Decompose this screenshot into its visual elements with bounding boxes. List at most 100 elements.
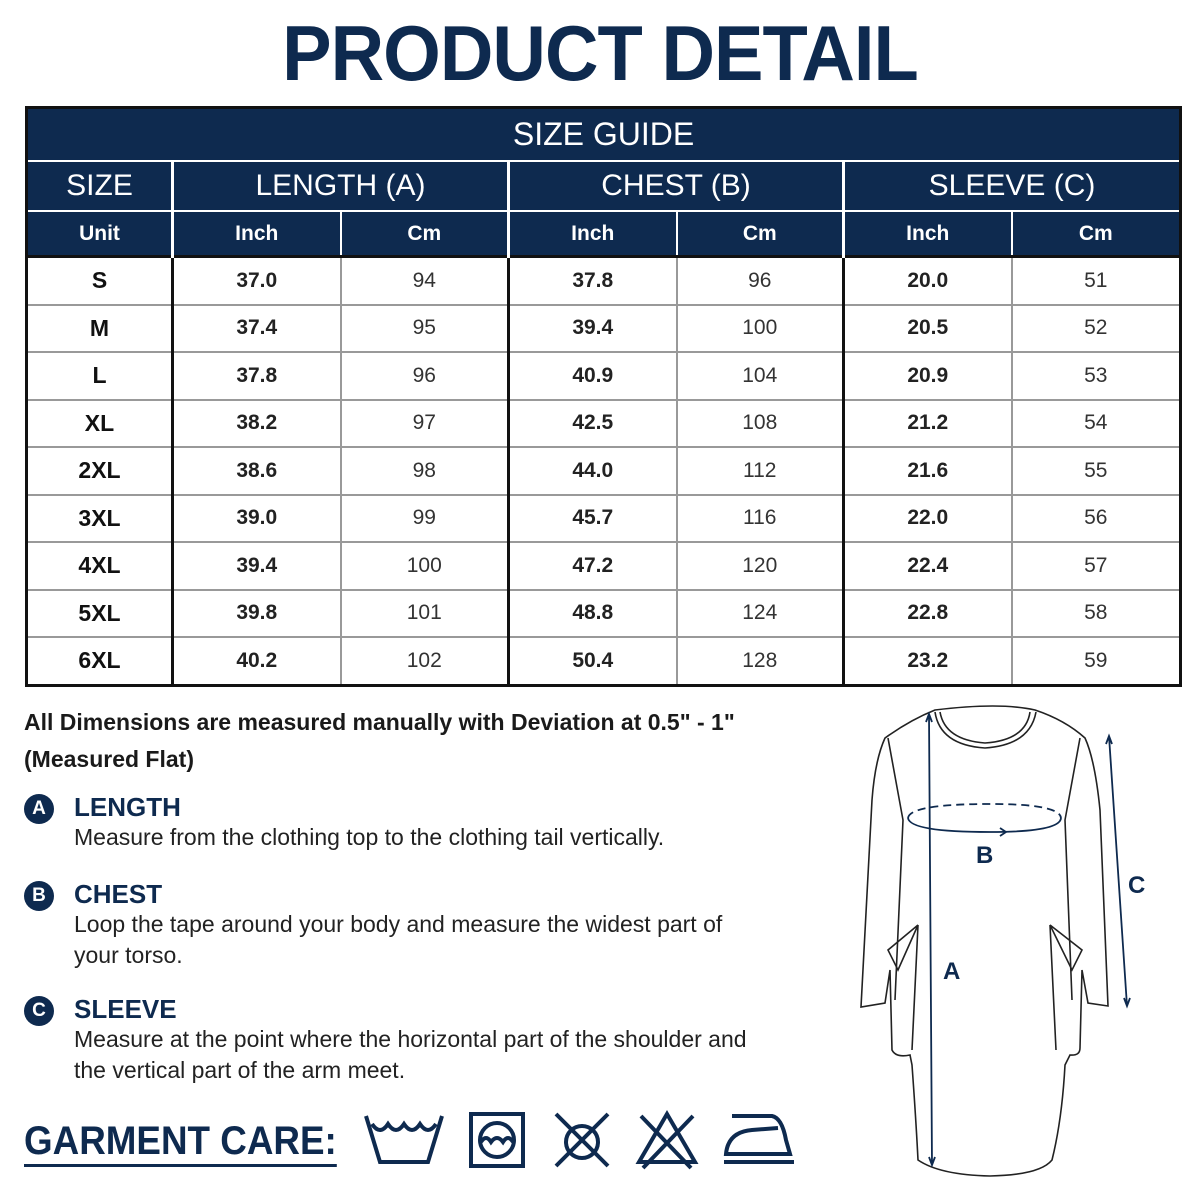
badge-c: C [24,996,54,1026]
cm-cell: 96 [675,255,844,305]
chest-loop-back [907,803,1062,819]
do-not-dry-clean-icon [554,1112,610,1168]
measure-name: SLEEVE [74,994,177,1024]
tumble-dry-icon [469,1112,525,1168]
header-chest: CHEST (B) [507,161,844,212]
cm-cell: 59 [1010,636,1181,685]
measure-name: CHEST [74,879,163,909]
unit-inch: Inch [842,211,1012,257]
unit-label: Unit [26,211,173,257]
unit-inch: Inch [171,211,341,257]
header-length: LENGTH (A) [171,161,509,212]
header-sleeve: SLEEVE (C) [841,161,1181,212]
right-pocket [1049,924,1084,1051]
size-cell: S [26,255,173,305]
cm-cell: 57 [1010,541,1181,590]
size-cell: 3XL [26,493,173,542]
size-cell: 5XL [26,588,173,637]
page-title: PRODUCT DETAIL [282,9,919,97]
inch-cell: 48.8 [507,588,677,637]
cm-cell: 104 [675,351,844,400]
do-not-bleach-icon [635,1110,699,1170]
table-row: 2XL 38.6 98 44.0 112 21.6 55 [26,446,1181,495]
badge-a: A [24,794,54,824]
cm-cell: 112 [675,446,844,495]
inch-cell: 20.0 [842,255,1012,305]
cm-cell: 124 [675,588,844,637]
cm-cell: 120 [675,541,844,590]
inch-cell: 40.2 [171,636,341,685]
cm-cell: 56 [1010,493,1181,542]
cm-cell: 100 [675,303,844,352]
inch-cell: 22.4 [842,541,1012,590]
cm-cell: 116 [675,493,844,542]
diagram-label-b: B [976,842,994,869]
inch-cell: 39.4 [507,303,677,352]
cm-cell: 58 [1010,588,1181,637]
size-cell: 4XL [26,541,173,590]
inch-cell: 47.2 [507,541,677,590]
length-arrow [925,711,936,1168]
cm-cell: 95 [339,303,509,352]
garment-care-label: GARMENT CARE: [24,1118,337,1167]
inch-cell: 40.9 [507,351,677,400]
cm-cell: 51 [1010,255,1181,305]
unit-inch: Inch [507,211,677,257]
measure-name: LENGTH [74,792,181,822]
cm-cell: 97 [339,398,509,447]
unit-cm: Cm [339,211,509,257]
inch-cell: 38.2 [171,398,341,447]
inch-cell: 37.4 [171,303,341,352]
cm-cell: 108 [675,398,844,447]
inch-cell: 20.5 [842,303,1012,352]
inch-cell: 37.0 [171,255,341,305]
inch-cell: 39.0 [171,493,341,542]
size-cell: L [26,351,173,400]
size-guide-title: SIZE GUIDE [26,107,1181,162]
table-row: M 37.4 95 39.4 100 20.5 52 [26,303,1181,352]
size-cell: XL [26,398,173,447]
sleeve-arrow [1105,733,1131,1009]
diagram-label-a: A [943,958,961,985]
inch-cell: 42.5 [507,398,677,447]
neckline [934,711,1037,749]
inch-cell: 39.4 [171,541,341,590]
table-row: S 37.0 94 37.8 96 20.0 51 [26,255,1181,305]
cm-cell: 98 [339,446,509,495]
cm-cell: 96 [339,351,509,400]
measure-desc: Measure from the clothing top to the clo… [74,824,665,850]
measurement-note: All Dimensions are measured manually wit… [24,709,735,772]
dress-measurement-diagram [860,705,1131,1177]
inch-cell: 23.2 [842,636,1012,685]
inch-cell: 22.8 [842,588,1012,637]
inch-cell: 37.8 [507,255,677,305]
inch-cell: 22.0 [842,493,1012,542]
size-guide-table: SIZE GUIDE SIZE LENGTH (A) CHEST (B) SLE… [25,106,1183,687]
table-row: 3XL 39.0 99 45.7 116 22.0 56 [26,493,1181,542]
table-row: 6XL 40.2 102 50.4 128 23.2 59 [26,636,1181,685]
table-row: L 37.8 96 40.9 104 20.9 53 [26,351,1181,400]
table-row: 4XL 39.4 100 47.2 120 22.4 57 [26,541,1181,590]
unit-cm: Cm [675,211,844,257]
diagram-label-c: C [1128,872,1146,899]
inch-cell: 45.7 [507,493,677,542]
inch-cell: 21.6 [842,446,1012,495]
measure-desc: Loop the tape around your body and measu… [74,911,723,968]
inch-cell: 39.8 [171,588,341,637]
cm-cell: 94 [339,255,509,305]
inch-cell: 44.0 [507,446,677,495]
cm-cell: 54 [1010,398,1181,447]
inch-cell: 21.2 [842,398,1012,447]
cm-cell: 55 [1010,446,1181,495]
cm-cell: 99 [339,493,509,542]
inch-cell: 50.4 [507,636,677,685]
cm-cell: 100 [339,541,509,590]
size-cell: M [26,303,173,352]
cm-cell: 102 [339,636,509,685]
size-cell: 2XL [26,446,173,495]
table-row: XL 38.2 97 42.5 108 21.2 54 [26,398,1181,447]
inch-cell: 38.6 [171,446,341,495]
measure-lines [907,711,1131,1168]
cm-cell: 52 [1010,303,1181,352]
chest-loop-front [907,817,1062,833]
